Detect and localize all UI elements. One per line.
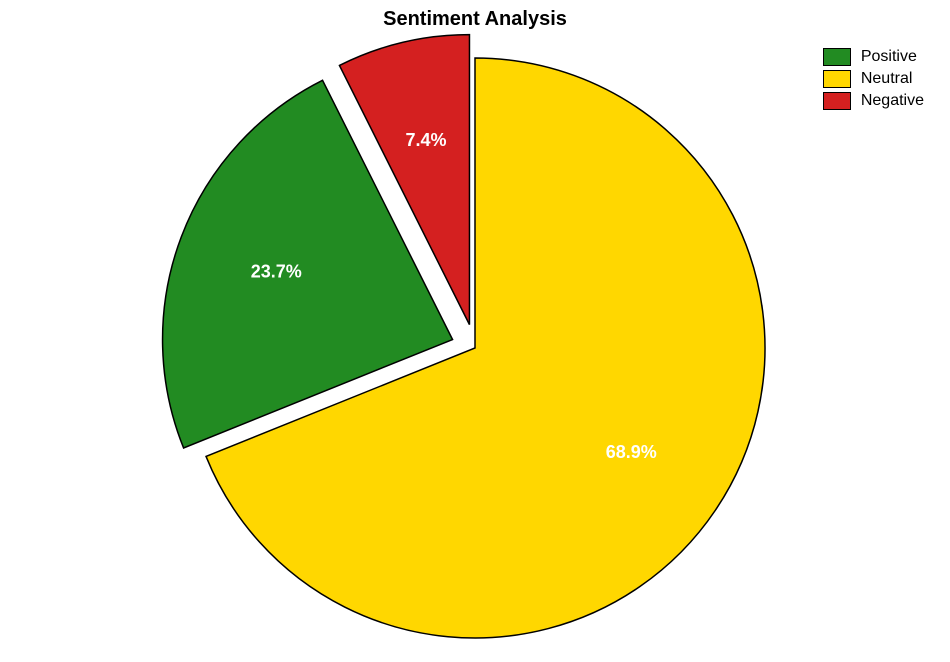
legend-swatch: [823, 48, 851, 66]
slice-label-neutral: 68.9%: [606, 442, 657, 462]
pie-svg: 68.9% 23.7% 7.4%: [0, 0, 950, 662]
legend-label: Negative: [861, 92, 924, 110]
slice-label-positive: 23.7%: [251, 262, 302, 282]
legend: Positive Neutral Negative: [823, 48, 924, 114]
slice-label-negative: 7.4%: [406, 130, 447, 150]
legend-swatch: [823, 92, 851, 110]
legend-swatch: [823, 70, 851, 88]
legend-item-negative: Negative: [823, 92, 924, 110]
legend-label: Neutral: [861, 70, 913, 88]
legend-item-positive: Positive: [823, 48, 924, 66]
legend-item-neutral: Neutral: [823, 70, 924, 88]
sentiment-pie-chart: Sentiment Analysis 68.9%23.7%7.4% Positi…: [0, 0, 950, 662]
legend-label: Positive: [861, 48, 917, 66]
